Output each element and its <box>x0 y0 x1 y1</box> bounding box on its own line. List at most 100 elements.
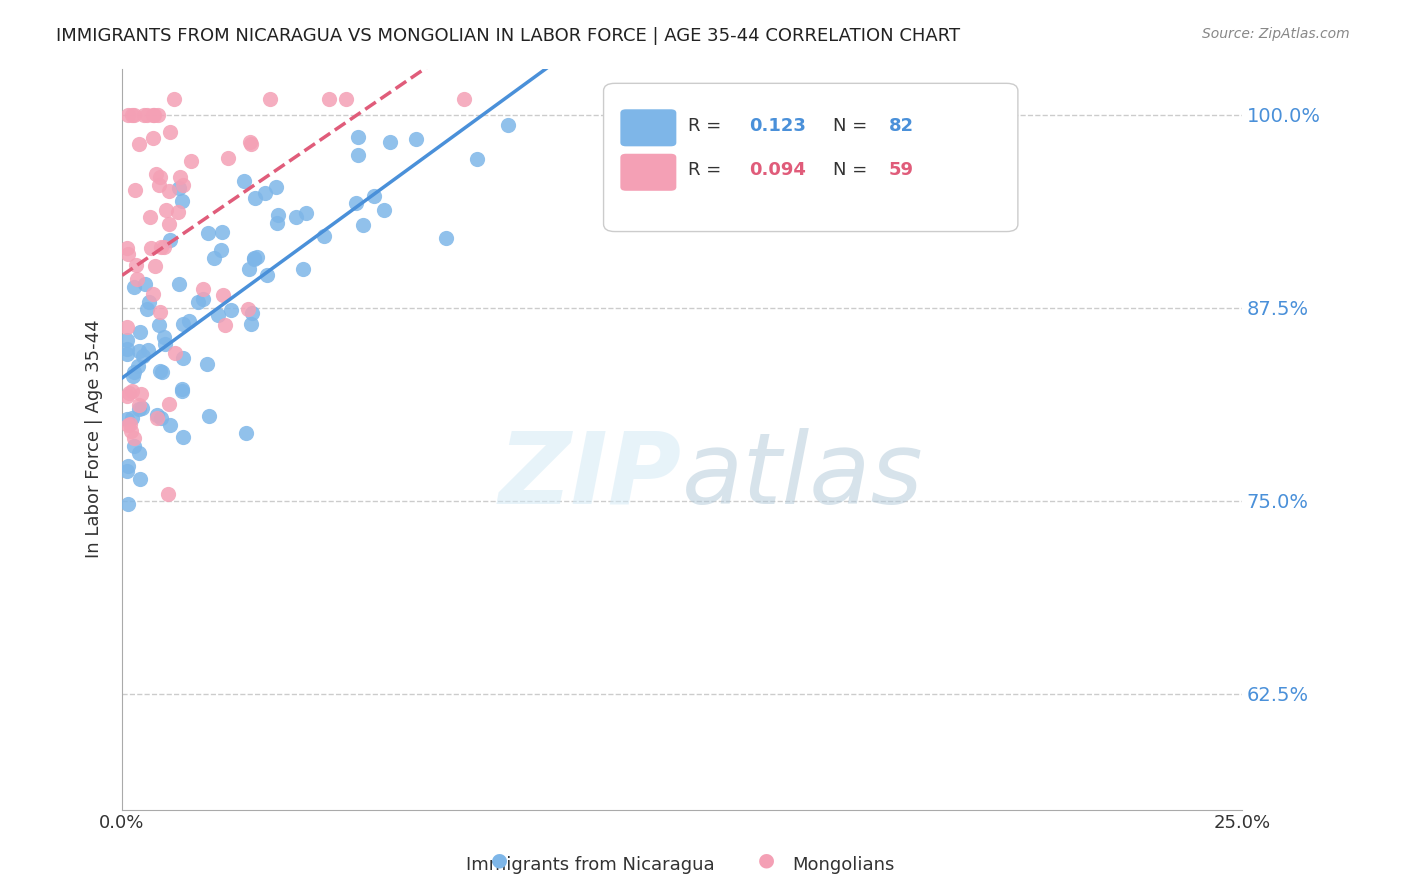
Point <box>285 210 308 224</box>
Point <box>153 337 176 351</box>
Point <box>167 277 190 292</box>
Point <box>207 308 229 322</box>
Point <box>143 259 166 273</box>
Point <box>156 487 179 501</box>
Point <box>128 344 150 359</box>
Point <box>259 92 281 106</box>
Point <box>312 229 335 244</box>
Point <box>167 180 190 194</box>
Point <box>217 152 239 166</box>
Point <box>157 396 180 410</box>
Point <box>191 282 214 296</box>
Point <box>169 170 191 185</box>
Point <box>202 251 225 265</box>
Point <box>157 217 180 231</box>
Point <box>170 384 193 399</box>
Point <box>235 426 257 441</box>
Point <box>117 458 139 473</box>
Point <box>346 130 368 145</box>
Point <box>128 398 150 412</box>
Point <box>138 294 160 309</box>
Point <box>363 189 385 203</box>
Point <box>253 186 276 200</box>
Text: ●: ● <box>491 851 508 870</box>
Point <box>122 280 145 294</box>
Point <box>197 227 219 241</box>
Point <box>135 301 157 316</box>
Point <box>115 241 138 255</box>
Point <box>139 242 162 256</box>
Point <box>373 203 395 218</box>
Point <box>115 347 138 361</box>
Text: 82: 82 <box>889 117 914 135</box>
Point <box>221 303 243 318</box>
Point <box>120 424 142 438</box>
Point <box>117 417 139 432</box>
Point <box>167 205 190 219</box>
Point <box>135 108 157 122</box>
Point <box>121 411 143 425</box>
Point <box>266 179 288 194</box>
Point <box>266 208 288 222</box>
Point <box>240 317 263 331</box>
Point <box>117 108 139 122</box>
Point <box>125 258 148 272</box>
Point <box>128 326 150 340</box>
Text: Mongolians: Mongolians <box>793 856 894 874</box>
Text: N =: N = <box>834 161 873 179</box>
Point <box>134 277 156 292</box>
Point <box>243 251 266 265</box>
Point <box>122 369 145 384</box>
Point <box>180 153 202 168</box>
Point <box>121 384 143 398</box>
Point <box>142 108 165 122</box>
Point <box>614 92 637 106</box>
Point <box>214 318 236 333</box>
Text: Immigrants from Nicaragua: Immigrants from Nicaragua <box>467 856 714 874</box>
Text: Source: ZipAtlas.com: Source: ZipAtlas.com <box>1202 27 1350 41</box>
Point <box>378 135 401 149</box>
Point <box>346 147 368 161</box>
Point <box>172 317 194 331</box>
Point <box>172 351 194 366</box>
Point <box>142 286 165 301</box>
Point <box>117 247 139 261</box>
Text: 0.123: 0.123 <box>749 117 806 135</box>
Point <box>177 314 200 328</box>
Point <box>159 125 181 139</box>
Point <box>139 211 162 225</box>
Point <box>142 130 165 145</box>
Point <box>128 445 150 459</box>
Point <box>128 472 150 486</box>
Point <box>132 349 155 363</box>
Point <box>236 302 259 317</box>
Point <box>352 218 374 232</box>
Point <box>195 357 218 371</box>
Text: ●: ● <box>758 851 775 870</box>
Point <box>128 402 150 417</box>
Point <box>246 250 269 264</box>
Point <box>150 365 173 379</box>
Text: 59: 59 <box>889 161 914 179</box>
Point <box>162 92 184 106</box>
Point <box>115 411 138 425</box>
Point <box>197 409 219 423</box>
Point <box>498 118 520 132</box>
Point <box>149 304 172 318</box>
Text: 0.094: 0.094 <box>749 161 806 179</box>
Point <box>155 203 177 218</box>
Point <box>148 178 170 193</box>
Point <box>239 135 262 149</box>
Point <box>149 364 172 378</box>
Point <box>157 184 180 198</box>
Point <box>344 195 367 210</box>
Point <box>405 132 427 146</box>
Point <box>149 240 172 254</box>
Point <box>172 430 194 444</box>
Point <box>146 410 169 425</box>
Point <box>118 386 141 401</box>
Point <box>240 306 263 320</box>
Point <box>291 262 314 277</box>
Point <box>170 194 193 208</box>
Point <box>115 389 138 403</box>
